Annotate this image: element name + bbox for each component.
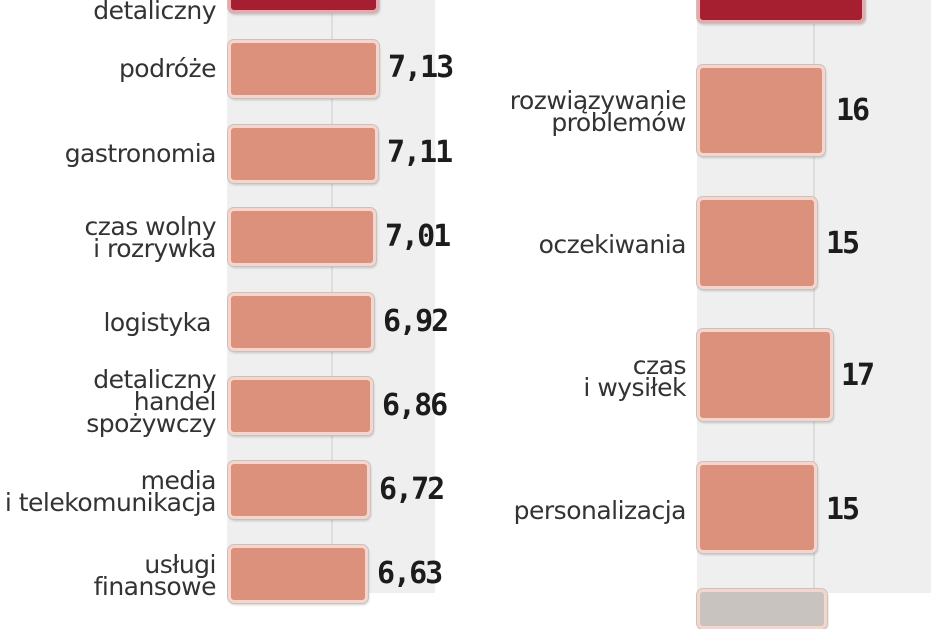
left-label-top: detaliczny [93,0,216,25]
right-label-personalizacja: personalizacja [513,496,687,525]
left-label-czas-wolny: czas wolny i rozrywka [84,212,217,263]
left-label-gastronomia: gastronomia [64,139,217,168]
right-bar-personalizacja [697,462,817,553]
right-bar-bottom-partial [697,589,827,629]
left-bar-uslugi-finansowe [228,545,368,603]
left-bar-gastronomia [228,125,378,183]
left-value-gastronomia: 7,11 [387,135,453,170]
left-value-czas-wolny: 7,01 [385,219,451,254]
left-value-logistyka: 6,92 [383,304,449,339]
left-label-media: media i telekomunikacja [4,466,217,517]
left-bar-handel-spozywczy [228,377,373,435]
left-label-handel-spozywczy: detaliczny handel spożywczy [86,365,216,438]
right-value-personalizacja: 15 [826,492,860,527]
right-bar-rozwiazywanie [697,65,825,156]
left-bar-podroze [228,40,379,98]
right-label-rozwiazywanie: rozwiązywanie problemów [509,86,687,137]
left-value-media: 6,72 [379,472,445,507]
left-bar-czas-wolny [228,208,376,266]
right-chart-gridline [813,0,815,593]
left-label-logistyka: logistyka [103,308,211,337]
right-bar-czas-wysilek [697,329,833,421]
left-label-podroze: podróże [118,54,217,83]
left-value-handel-spozywczy: 6,86 [382,388,448,423]
right-value-czas-wysilek: 17 [841,358,875,393]
left-label-uslugi-finansowe: usługi finansowe [93,550,217,601]
left-bar-media [228,461,370,519]
right-value-rozwiazywanie: 16 [836,93,870,128]
left-bar-logistyka [228,293,374,351]
right-label-oczekiwania: oczekiwania [538,230,687,259]
left-bar-top-highlight [228,0,379,13]
right-label-czas-wysilek: czas i wysiłek [583,351,686,402]
left-value-podroze: 7,13 [388,50,454,85]
right-bar-oczekiwania [697,197,817,289]
left-value-uslugi-finansowe: 6,63 [377,556,443,591]
right-value-oczekiwania: 15 [826,226,860,261]
right-bar-top-highlight [697,0,865,23]
